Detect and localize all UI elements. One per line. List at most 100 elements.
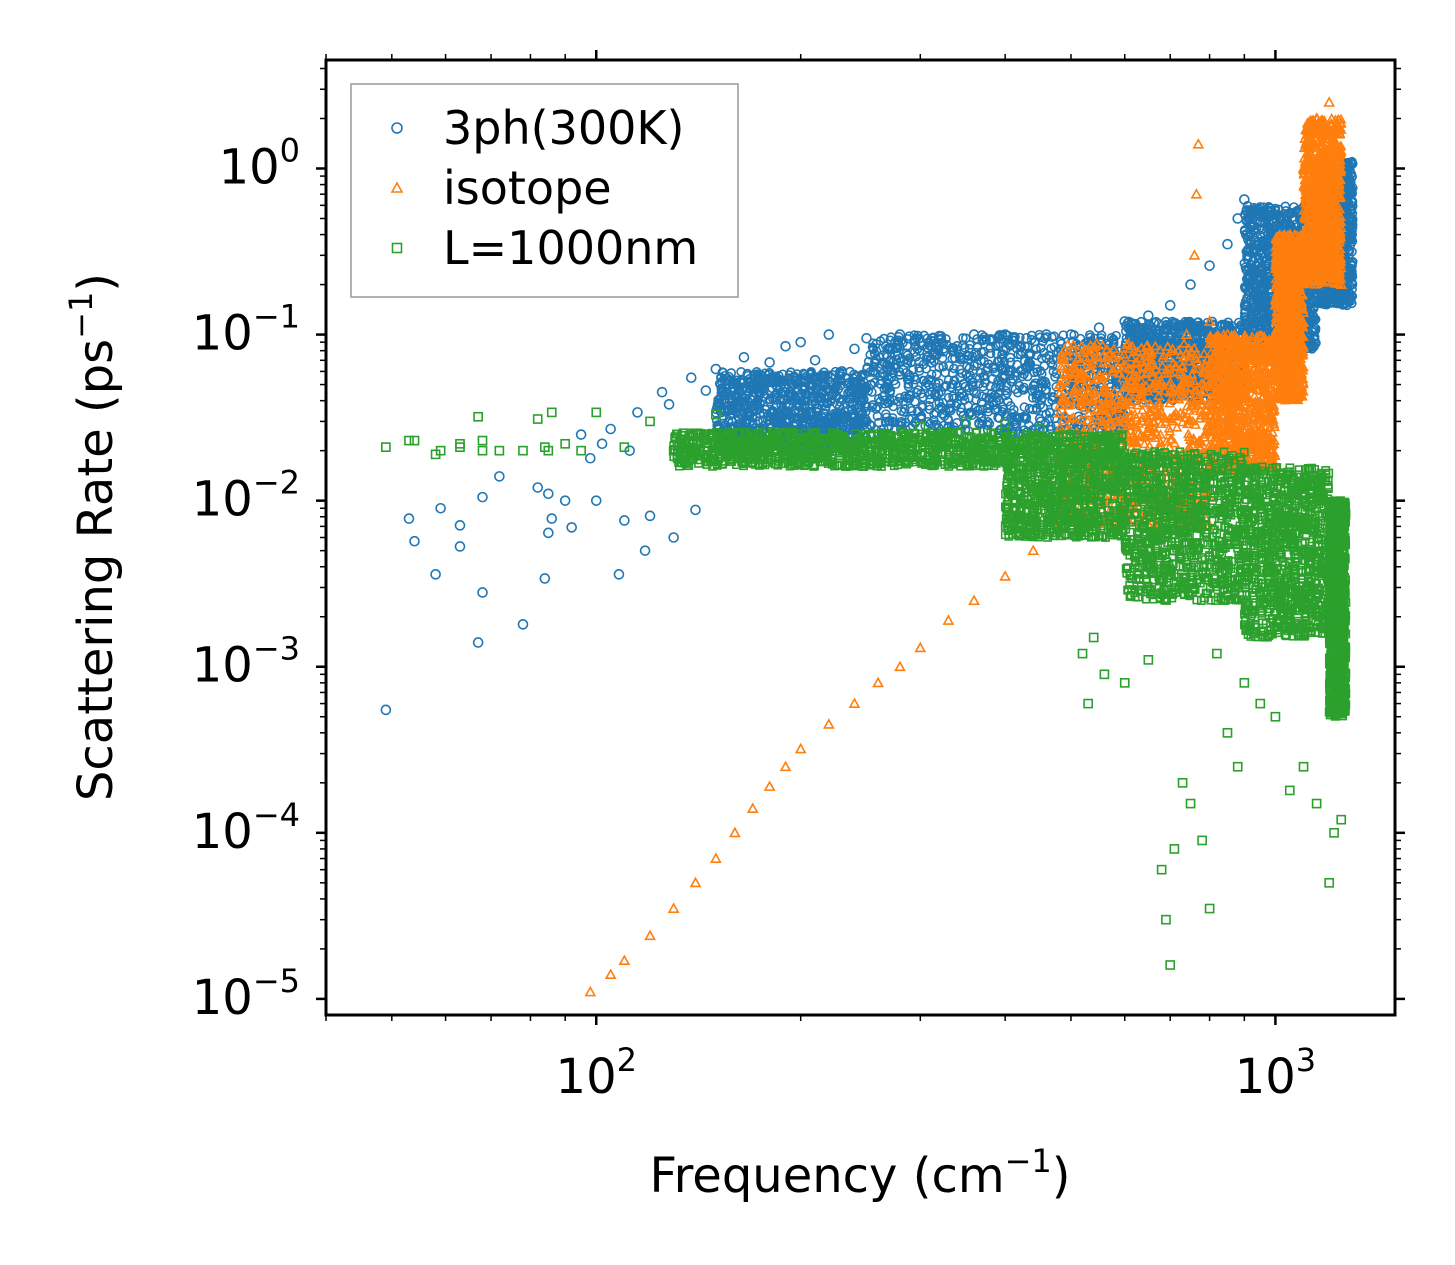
data-point [853, 407, 864, 417]
data-point [862, 402, 872, 413]
data-point [965, 340, 975, 350]
data-point [1002, 388, 1012, 399]
data-point [1016, 341, 1026, 352]
data-point [851, 370, 861, 381]
data-point [995, 382, 1005, 392]
data-point [733, 383, 744, 394]
data-point [532, 482, 544, 493]
data-point [820, 371, 831, 382]
data-point [716, 376, 727, 387]
data-point [828, 384, 838, 395]
data-point [825, 417, 836, 428]
data-point [690, 504, 701, 516]
data-point [663, 399, 675, 410]
data-point [943, 414, 953, 424]
data-point [1084, 330, 1095, 340]
data-point [909, 347, 920, 357]
data-point [925, 353, 936, 364]
data-point [971, 388, 982, 399]
data-point [885, 361, 895, 372]
data-point [931, 369, 942, 379]
data-point [605, 423, 616, 435]
data-point [910, 396, 920, 407]
data-point [430, 569, 441, 580]
data-point [837, 409, 848, 419]
data-point [949, 363, 959, 374]
data-point [987, 373, 998, 384]
data-point [893, 396, 904, 407]
data-point [1024, 349, 1035, 360]
data-point [409, 535, 420, 547]
data-point [1030, 336, 1040, 347]
data-point [1020, 362, 1031, 373]
data-point [862, 362, 873, 373]
data-point [1232, 213, 1244, 224]
data-point [1027, 393, 1038, 403]
data-point [984, 419, 995, 429]
data-point [1003, 366, 1014, 377]
data-point [904, 353, 915, 363]
data-point [943, 375, 954, 385]
data-point [758, 409, 769, 419]
data-point [988, 400, 999, 411]
data-point [454, 541, 466, 552]
data-point [740, 393, 751, 403]
data-point [969, 361, 979, 371]
data-point [867, 387, 877, 397]
data-point [995, 338, 1005, 349]
data-point [852, 403, 863, 413]
data-point [998, 404, 1009, 415]
data-point [1040, 385, 1051, 396]
data-point [875, 336, 886, 346]
data-point [879, 398, 890, 409]
data-point [1005, 352, 1016, 363]
data-point [900, 417, 911, 428]
data-point [861, 332, 872, 344]
data-point [596, 438, 608, 450]
data-point [1049, 413, 1060, 424]
data-point [546, 513, 558, 524]
data-point [1222, 238, 1233, 250]
data-point [924, 400, 934, 411]
data-point [763, 410, 774, 421]
data-point [877, 368, 888, 379]
data-point [835, 374, 846, 384]
data-point [892, 339, 903, 350]
data-point [1017, 384, 1028, 395]
data-point [895, 370, 906, 380]
data-point [974, 373, 985, 383]
data-point [1204, 260, 1215, 271]
data-point [867, 400, 878, 410]
data-point [834, 420, 844, 430]
data-point [1036, 343, 1046, 353]
data-point [685, 372, 697, 383]
data-point [842, 410, 853, 421]
data-point [764, 357, 775, 368]
data-point [845, 394, 856, 404]
data-point [934, 398, 945, 408]
data-point [927, 342, 937, 353]
data-point [1009, 419, 1020, 429]
data-point [948, 391, 958, 401]
data-point [835, 369, 846, 379]
data-point [809, 354, 821, 366]
data-point [1143, 310, 1154, 321]
data-point [954, 391, 965, 402]
data-point [736, 366, 746, 377]
data-point [963, 354, 974, 365]
data-point [900, 391, 910, 401]
data-point [795, 336, 807, 348]
data-point [911, 351, 921, 362]
data-point [809, 392, 819, 403]
data-point [783, 399, 794, 410]
data-point [1019, 402, 1030, 412]
data-point [834, 393, 845, 404]
data-point [590, 495, 602, 506]
data-point [454, 520, 466, 531]
data-point [889, 395, 900, 406]
data-point [613, 569, 625, 580]
data-point [566, 522, 577, 533]
data-point [985, 400, 995, 411]
data-point [477, 587, 488, 598]
